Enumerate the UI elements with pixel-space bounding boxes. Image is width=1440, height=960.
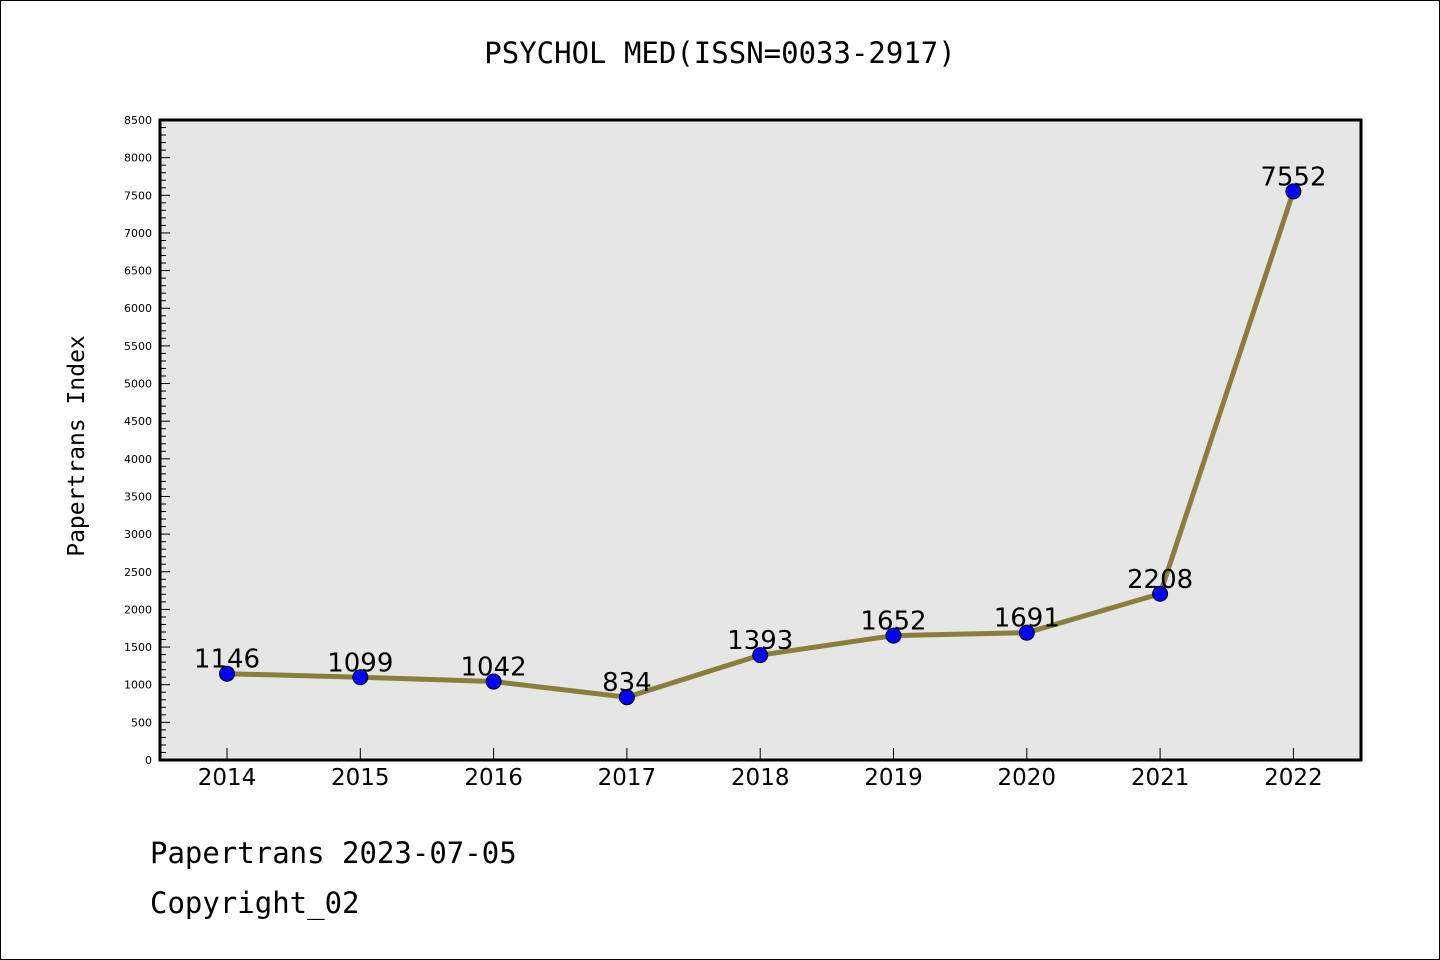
x-tick-label: 2022 — [1264, 765, 1323, 791]
data-label: 1042 — [461, 653, 527, 683]
y-tick-label: 8500 — [124, 114, 152, 127]
y-tick-label: 6000 — [124, 302, 152, 315]
data-label: 1393 — [727, 626, 793, 656]
x-tick-label: 2017 — [598, 765, 657, 791]
x-tick-label: 2014 — [198, 765, 257, 791]
data-label: 834 — [602, 668, 652, 698]
y-tick-label: 5000 — [124, 378, 152, 391]
y-tick-label: 2500 — [124, 566, 152, 579]
footer-copyright: Copyright_02 — [150, 886, 360, 920]
y-tick-label: 0 — [145, 754, 152, 767]
x-tick-label: 2021 — [1131, 765, 1190, 791]
x-tick-label: 2019 — [864, 765, 923, 791]
data-point — [1152, 585, 1169, 602]
data-label: 1146 — [194, 645, 260, 675]
x-axis: 2014 2015 2016 2017 2018 2019 2020 2021 2022 — [198, 748, 1323, 791]
x-tick-label: 2020 — [998, 765, 1057, 791]
y-tick-label: 1500 — [124, 641, 152, 654]
data-point — [1018, 624, 1035, 641]
y-tick-label: 5500 — [124, 340, 152, 353]
y-tick-label: 7000 — [124, 227, 152, 240]
y-axis-title: Papertrans Index — [64, 335, 90, 557]
plot-border — [158, 118, 1363, 762]
data-point — [752, 647, 769, 664]
chart-title: PSYCHOL MED(ISSN=0033-2917) — [484, 36, 956, 70]
data-markers — [219, 183, 1302, 706]
y-tick-label: 7500 — [124, 189, 152, 202]
data-label: 1099 — [327, 648, 393, 678]
x-tick-label: 2018 — [731, 765, 790, 791]
y-tick-label: 4500 — [124, 415, 152, 428]
y-tick-label: 2000 — [124, 603, 152, 616]
data-point — [885, 627, 902, 644]
data-point — [1285, 183, 1302, 200]
x-tick-label: 2016 — [464, 765, 523, 791]
data-label: 7552 — [1260, 162, 1326, 192]
y-tick-label: 3000 — [124, 528, 152, 541]
x-tick-label: 2015 — [331, 765, 390, 791]
data-label: 1652 — [860, 607, 926, 637]
data-point — [485, 673, 502, 690]
data-label: 2208 — [1127, 565, 1193, 595]
footer-date: Papertrans 2023-07-05 — [150, 836, 517, 870]
data-labels: 1146 1099 1042 834 1393 1652 1691 2208 7552 — [194, 162, 1327, 698]
y-tick-label: 3500 — [124, 490, 152, 503]
y-tick-label: 500 — [131, 716, 152, 729]
y-tick-label: 1000 — [124, 679, 152, 692]
data-label: 1691 — [994, 604, 1060, 634]
y-tick-label: 8000 — [124, 152, 152, 165]
data-point — [618, 689, 635, 706]
y-tick-label: 4000 — [124, 453, 152, 466]
data-point — [352, 669, 369, 686]
y-tick-label: 6500 — [124, 265, 152, 278]
y-axis: 0 500 1000 1500 2000 2500 3000 3500 4000 4500 5000… — [124, 114, 170, 767]
data-point — [219, 665, 235, 682]
